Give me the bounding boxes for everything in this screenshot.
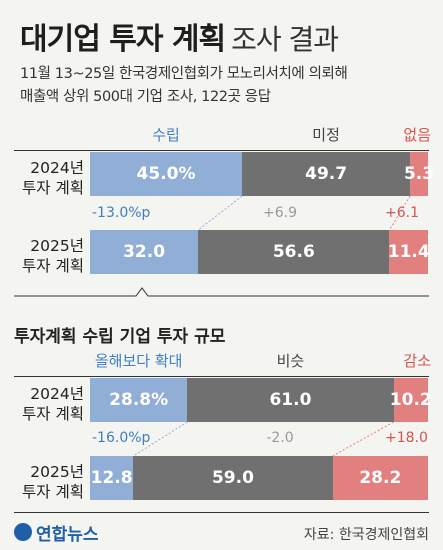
change-label: +6.9 <box>263 205 297 221</box>
bar-segment: 10.2 <box>390 378 432 422</box>
bar-value-label: 45.0% <box>136 164 196 184</box>
bar-segment: 49.7 <box>242 152 411 196</box>
bar-segment: 32.0 <box>90 230 199 274</box>
bar-value-label: 59.0 <box>211 468 254 488</box>
bar-value-label: 49.7 <box>305 164 348 184</box>
bar-value-label: 61.0 <box>269 390 312 410</box>
legend-last: 감소 <box>403 352 431 370</box>
section-divider <box>14 287 429 297</box>
change-label: -13.0%p <box>92 205 151 221</box>
bar-segment: 56.6 <box>198 230 390 274</box>
change-label: +18.0 <box>385 430 428 446</box>
row-label-text: 투자 계획 <box>22 257 84 275</box>
row-label-year: 2025년 <box>30 237 84 255</box>
change-connector <box>197 195 243 231</box>
logo-text: 연합뉴스 <box>36 525 99 545</box>
bar-value-label: 5.3 <box>403 164 435 184</box>
page-title: 대기업 투자 계획 조사 결과 <box>20 14 339 58</box>
bottom-rule <box>14 512 429 513</box>
bar-segment: 28.8% <box>90 378 188 422</box>
logo-icon <box>14 523 32 541</box>
chart-top-rule <box>14 150 429 151</box>
bar-segment: 59.0 <box>133 456 333 500</box>
bar-value-label: 12.8 <box>90 468 133 488</box>
chart-top-rule <box>14 376 429 377</box>
bar-value-label: 32.0 <box>123 242 166 262</box>
legend-first: 수립 <box>152 126 180 144</box>
title-subtext: 조사 결과 <box>231 23 339 56</box>
bar-value-label: 11.4 <box>387 242 430 262</box>
row-label-year: 2025년 <box>30 463 84 481</box>
change-label: -16.0%p <box>92 430 151 446</box>
row-label-text: 투자 계획 <box>22 483 84 501</box>
bar-segment: 12.8 <box>90 456 134 500</box>
change-label: +6.1 <box>385 205 419 221</box>
bar-segment: 28.2 <box>332 456 428 500</box>
row-label-text: 투자 계획 <box>22 179 84 197</box>
title-text: 대기업 투자 계획 <box>20 22 226 57</box>
legend-middle: 미정 <box>312 126 340 144</box>
legend-last: 없음 <box>403 126 431 144</box>
subtitle-line-1: 11월 13~25일 한국경제인협회가 모노리서치에 의뢰해 <box>20 66 348 82</box>
legend-middle: 비슷 <box>276 352 305 370</box>
bar-value-label: 10.2 <box>389 390 432 410</box>
legend-first: 올해보다 확대 <box>94 352 183 370</box>
row-label-year: 2024년 <box>30 385 84 403</box>
bar-value-label: 56.6 <box>272 242 315 262</box>
source-note: 자료: 한국경제인협회 <box>303 527 429 543</box>
row-label-year: 2024년 <box>30 159 84 177</box>
bar-segment: 11.4 <box>387 230 430 274</box>
bar-value-label: 28.2 <box>359 468 402 488</box>
bar-segment: 45.0% <box>90 152 243 196</box>
subtitle-line-2: 매출액 상위 500대 기업 조사, 122곳 응답 <box>20 89 271 105</box>
change-label: -2.0 <box>266 430 294 446</box>
bar-segment: 5.3 <box>404 152 434 196</box>
bar-value-label: 28.8% <box>109 390 169 410</box>
section-title: 투자계획 수립 기업 투자 규모 <box>14 327 226 347</box>
row-label-text: 투자 계획 <box>22 405 84 423</box>
bar-segment: 61.0 <box>187 378 394 422</box>
